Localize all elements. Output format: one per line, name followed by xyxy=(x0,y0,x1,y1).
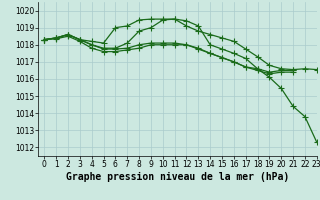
X-axis label: Graphe pression niveau de la mer (hPa): Graphe pression niveau de la mer (hPa) xyxy=(66,172,289,182)
